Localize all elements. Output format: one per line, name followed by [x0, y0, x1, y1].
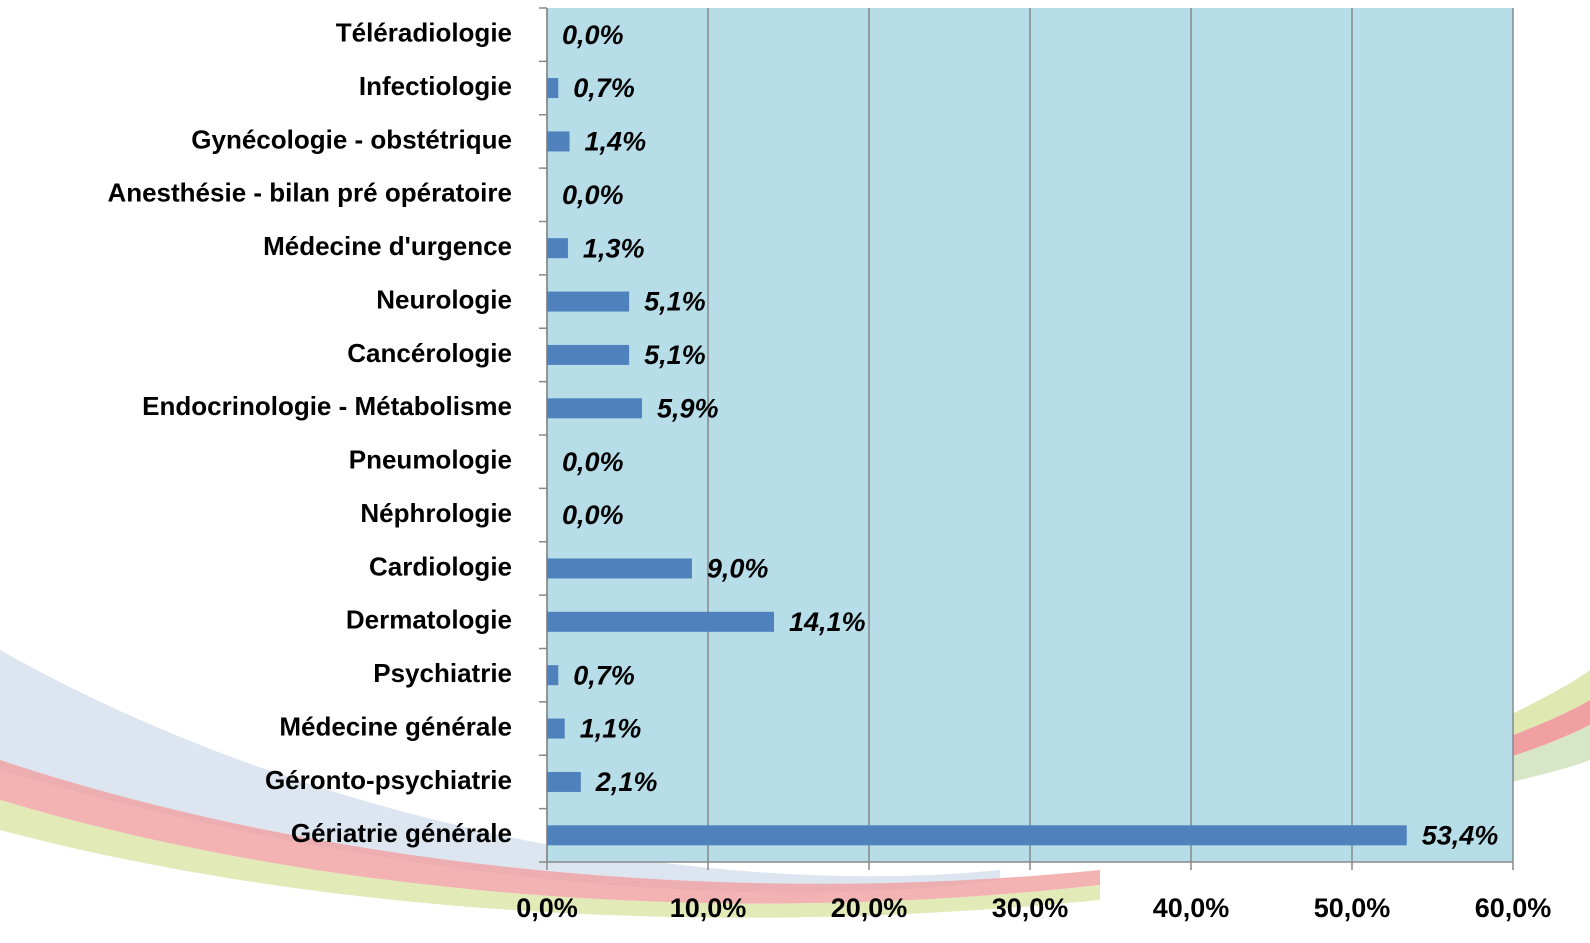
bar — [547, 612, 774, 632]
y-tick-label: Cancérologie — [347, 338, 512, 368]
y-tick-label: Infectiologie — [359, 71, 512, 101]
value-label: 2,1% — [595, 767, 658, 797]
value-label: 0,0% — [562, 20, 624, 50]
x-tick-label: 20,0% — [831, 893, 908, 923]
bar — [547, 78, 558, 98]
y-tick-label: Endocrinologie - Métabolisme — [142, 391, 512, 421]
value-label: 14,1% — [789, 607, 866, 637]
value-label: 0,7% — [573, 73, 635, 103]
value-label: 1,3% — [583, 233, 645, 263]
value-label: 53,4% — [1422, 820, 1499, 850]
x-tick-label: 50,0% — [1314, 893, 1391, 923]
bar — [547, 558, 692, 578]
value-label: 1,1% — [580, 714, 642, 744]
x-tick-label: 10,0% — [670, 893, 747, 923]
value-label: 5,1% — [644, 287, 706, 317]
value-label: 1,4% — [585, 127, 647, 157]
value-label: 0,0% — [562, 180, 624, 210]
x-tick-label: 60,0% — [1475, 893, 1552, 923]
x-tick-label: 40,0% — [1153, 893, 1230, 923]
y-tick-label: Pneumologie — [349, 445, 512, 475]
x-tick-label: 30,0% — [992, 893, 1069, 923]
y-tick-label: Anesthésie - bilan pré opératoire — [107, 178, 512, 208]
page: {"chart_data": {"type": "bar", "orientat… — [0, 0, 1590, 938]
bar — [547, 292, 629, 312]
y-tick-label: Gynécologie - obstétrique — [191, 124, 512, 154]
value-label: 0,0% — [562, 500, 624, 530]
chart: 0,0% 10,0% 20,0% 30,0% 40,0% 50,0% 60,0% Téléra… — [0, 0, 1590, 938]
y-tick-label: Neurologie — [376, 284, 512, 314]
y-tick-label: Psychiatrie — [373, 658, 512, 688]
y-tick-label: Médecine générale — [279, 711, 512, 741]
bar — [547, 238, 568, 258]
x-tick-label: 0,0% — [516, 893, 578, 923]
bar — [547, 131, 570, 151]
value-label: 0,7% — [573, 660, 635, 690]
y-tick-label: Gériatrie générale — [291, 818, 512, 848]
value-label: 0,0% — [562, 447, 624, 477]
y-tick-label: Cardiologie — [369, 551, 512, 581]
value-label: 9,0% — [707, 554, 769, 584]
y-tick-label: Néphrologie — [360, 498, 512, 528]
bar — [547, 719, 565, 739]
bar — [547, 345, 629, 365]
bar — [547, 665, 558, 685]
bar — [547, 398, 642, 418]
y-tick-label: Géronto-psychiatrie — [265, 765, 512, 795]
value-label: 5,1% — [644, 340, 706, 370]
bar — [547, 825, 1407, 845]
y-tick-label: Dermatologie — [346, 605, 512, 635]
y-tick-label: Téléradiologie — [336, 18, 512, 48]
bar — [547, 772, 581, 792]
value-label: 5,9% — [657, 393, 719, 423]
y-tick-label: Médecine d'urgence — [263, 231, 512, 261]
